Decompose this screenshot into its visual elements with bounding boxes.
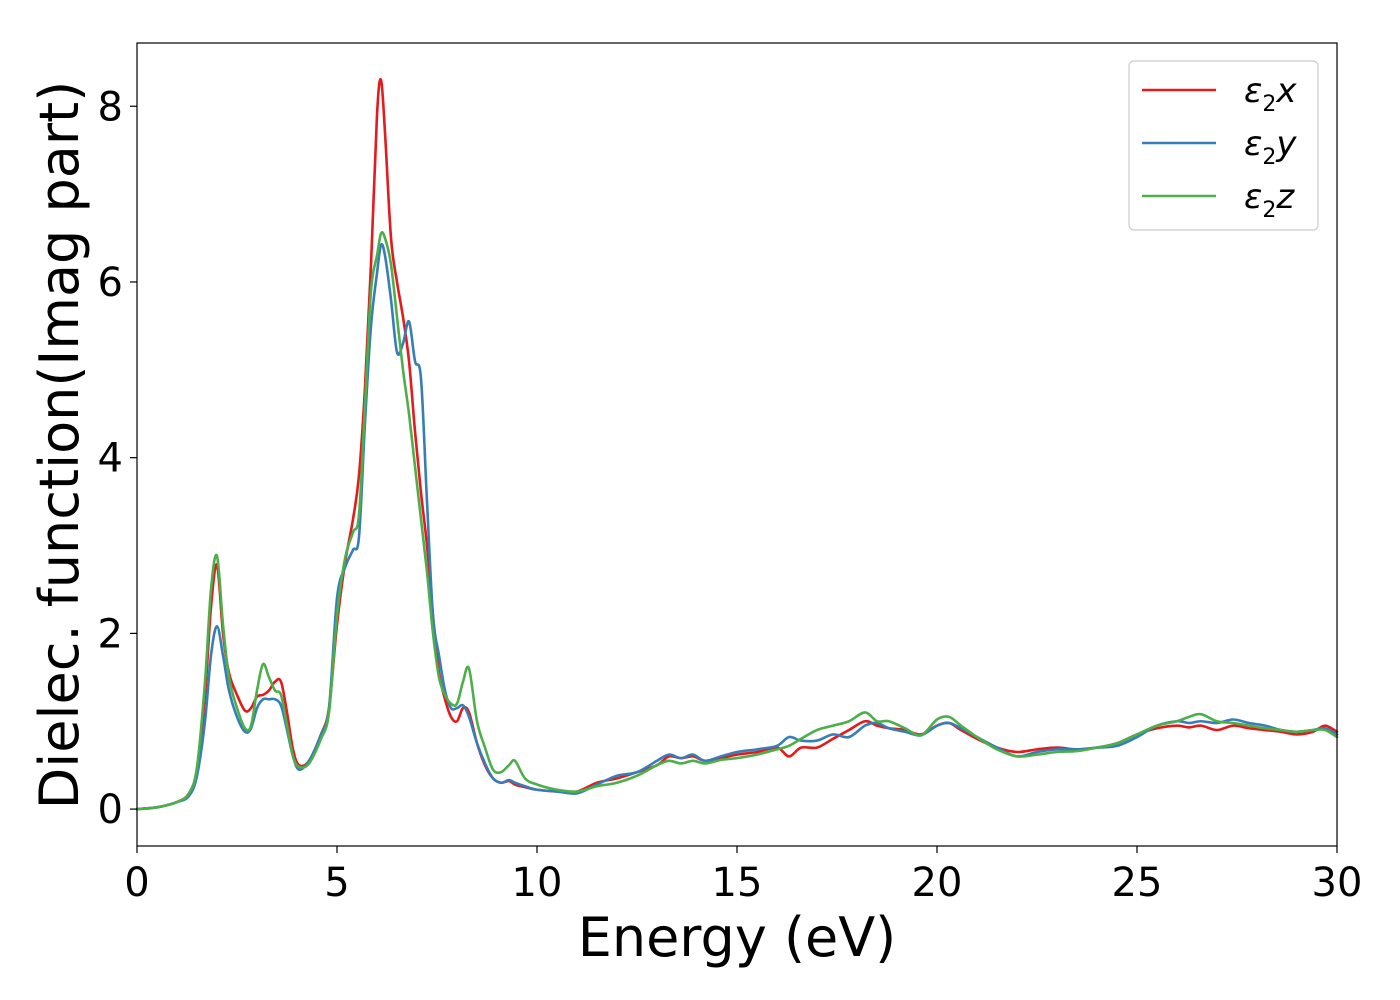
legend-label-y: ε2y bbox=[1244, 124, 1297, 170]
legend-label-subscript: 2 bbox=[1262, 198, 1276, 223]
legend-label-subscript: 2 bbox=[1262, 92, 1276, 117]
legend-label-base: ε bbox=[1244, 124, 1262, 164]
y-axis-title: Dielec. function(Imag part) bbox=[28, 81, 91, 810]
legend-label-component: z bbox=[1275, 177, 1295, 217]
y-tick-label: 6 bbox=[98, 260, 123, 306]
legend-label-component: x bbox=[1275, 71, 1297, 111]
x-tick-label: 30 bbox=[1312, 860, 1363, 906]
legend-label-base: ε bbox=[1244, 177, 1262, 217]
y-tick-label: 2 bbox=[98, 611, 123, 657]
x-tick-label: 15 bbox=[712, 860, 763, 906]
x-axis: 0 5 10 15 20 25 30 bbox=[124, 846, 1362, 906]
legend-label-base: ε bbox=[1244, 71, 1262, 111]
x-tick-label: 25 bbox=[1112, 860, 1163, 906]
x-tick-label: 20 bbox=[912, 860, 963, 906]
x-tick-label: 5 bbox=[324, 860, 349, 906]
x-axis-title: Energy (eV) bbox=[578, 906, 897, 969]
legend-label-component: y bbox=[1275, 124, 1297, 164]
series-line-z bbox=[135, 231, 1339, 811]
y-tick-label: 8 bbox=[98, 84, 123, 130]
series-layer bbox=[135, 78, 1339, 811]
legend-label-subscript: 2 bbox=[1262, 145, 1276, 170]
x-tick-label: 0 bbox=[124, 860, 149, 906]
y-axis: 0 2 4 6 8 bbox=[98, 84, 137, 833]
y-tick-label: 4 bbox=[98, 436, 123, 482]
y-tick-label: 0 bbox=[98, 787, 123, 833]
legend-label-x: ε2x bbox=[1244, 71, 1297, 117]
x-tick-label: 10 bbox=[512, 860, 563, 906]
series-line-y bbox=[135, 242, 1339, 811]
legend-box bbox=[1128, 60, 1319, 231]
legend-label-z: ε2z bbox=[1244, 177, 1295, 223]
